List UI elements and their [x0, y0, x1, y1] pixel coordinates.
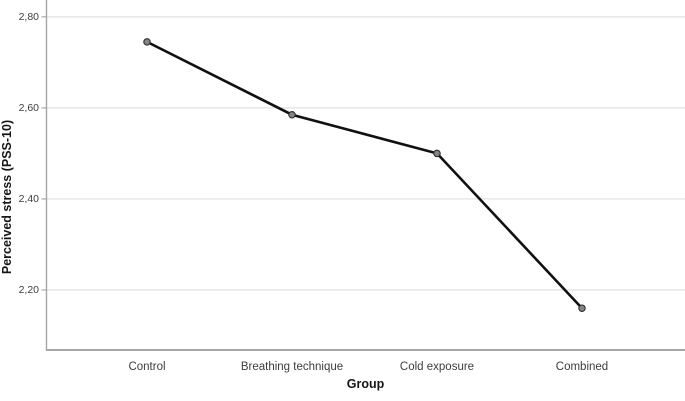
y-tick-label: 2,60	[18, 101, 39, 114]
y-axis-title: Perceived stress (PSS-10)	[0, 119, 14, 275]
y-tick-label: 2,20	[18, 283, 39, 296]
series-line	[146, 40, 583, 310]
data-point	[578, 304, 586, 312]
data-point	[288, 110, 296, 119]
x-category-label: Control	[128, 361, 166, 373]
x-category-label: Cold exposure	[399, 361, 475, 373]
x-axis-title: Group	[346, 377, 385, 391]
x-category-label: Breathing technique	[240, 361, 344, 373]
y-tick-label: 2,80	[18, 10, 39, 23]
data-point	[143, 38, 151, 46]
y-tick-label: 2,40	[18, 192, 39, 205]
data-point	[433, 149, 441, 158]
x-category-label: Combined	[555, 361, 609, 373]
